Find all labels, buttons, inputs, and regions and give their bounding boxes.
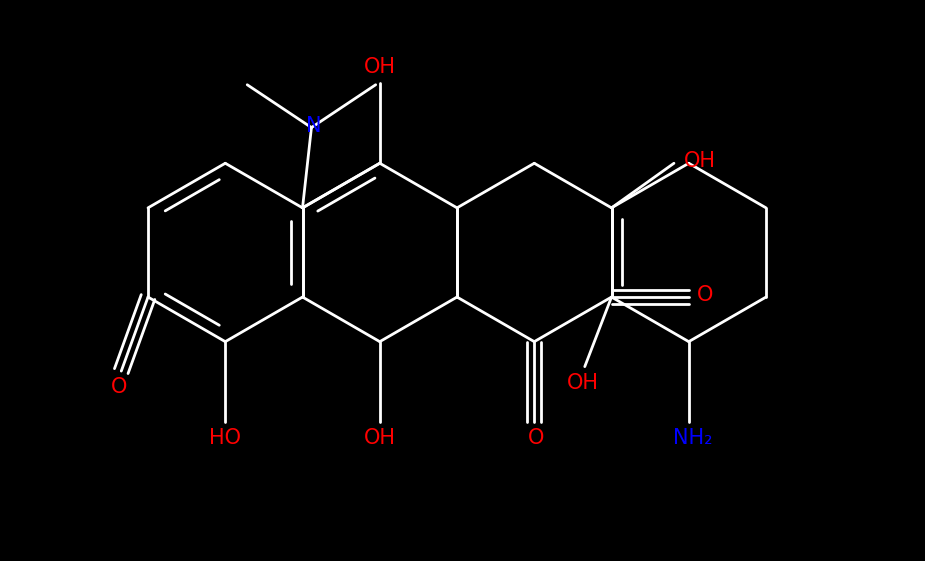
Text: O: O (111, 378, 127, 398)
Text: OH: OH (364, 57, 396, 77)
Text: OH: OH (684, 151, 716, 171)
Text: OH: OH (567, 373, 599, 393)
Text: NH₂: NH₂ (673, 429, 712, 448)
Text: OH: OH (364, 429, 396, 448)
Text: O: O (697, 286, 713, 305)
Text: N: N (306, 116, 322, 136)
Text: HO: HO (209, 429, 241, 448)
Text: O: O (527, 429, 544, 448)
